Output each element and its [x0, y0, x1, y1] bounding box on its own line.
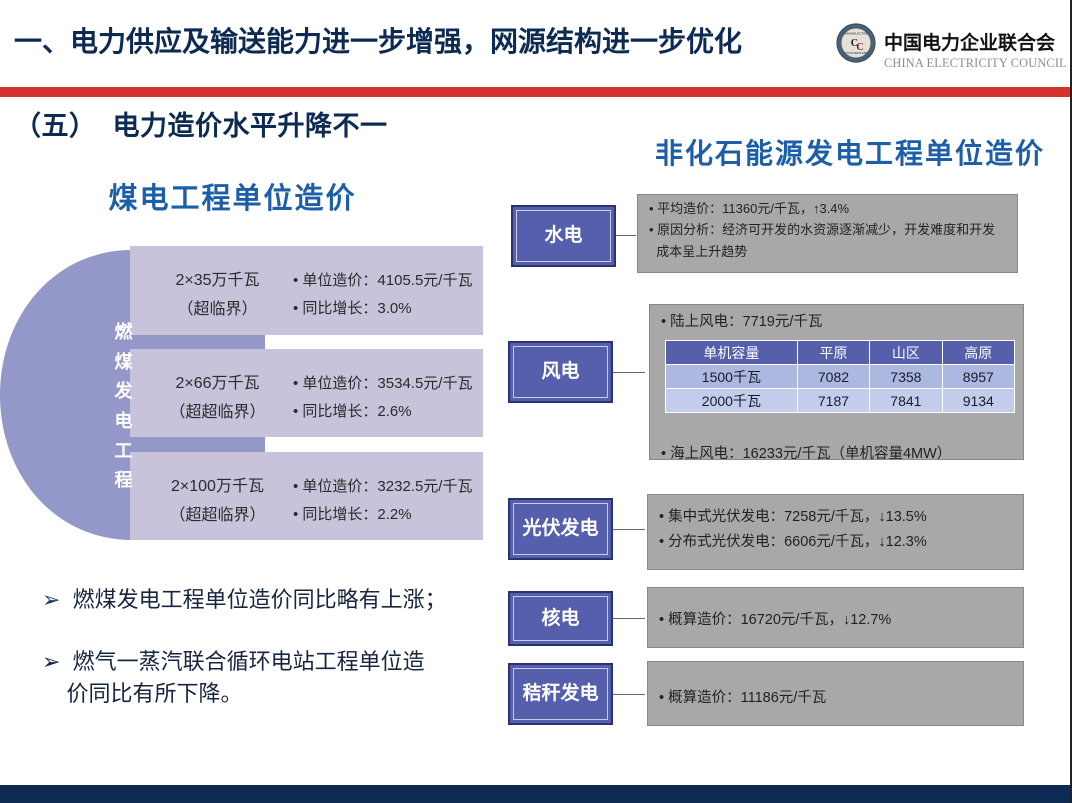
svg-text:CHINAELECTRIC: CHINAELECTRIC	[843, 32, 870, 36]
svg-text:C: C	[856, 42, 863, 53]
